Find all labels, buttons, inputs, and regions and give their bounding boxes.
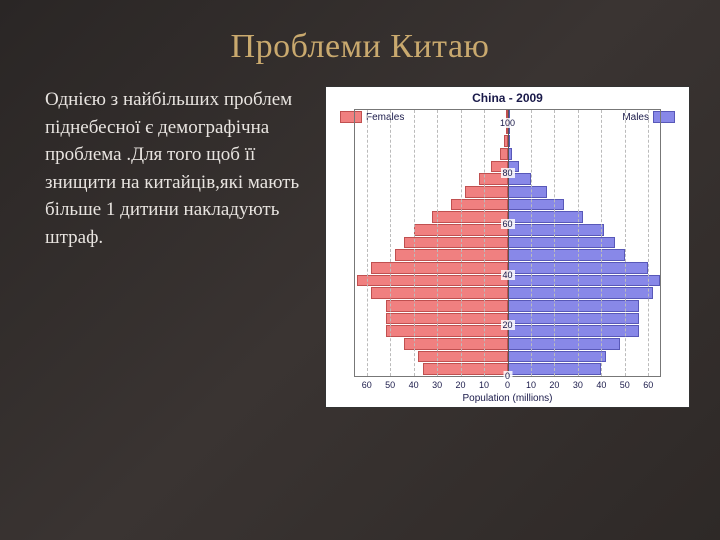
x-tick-label: 50 xyxy=(385,380,395,390)
x-tick-label: 40 xyxy=(409,380,419,390)
bar-male xyxy=(508,186,548,198)
bar-female xyxy=(395,249,508,261)
x-tick-label: 0 xyxy=(505,380,510,390)
bar-female xyxy=(404,338,507,350)
x-tick-label: 60 xyxy=(643,380,653,390)
x-tick-label: 30 xyxy=(573,380,583,390)
bar-female xyxy=(418,351,507,363)
bar-female xyxy=(423,363,507,375)
y-tick-label: 20 xyxy=(500,320,514,330)
gridline xyxy=(625,110,626,376)
x-tick-label: 10 xyxy=(479,380,489,390)
bar-female xyxy=(500,148,507,160)
bar-male xyxy=(508,325,639,337)
slide-title: Проблеми Китаю xyxy=(0,0,720,66)
x-tick-label: 30 xyxy=(432,380,442,390)
bar-male xyxy=(508,287,653,299)
y-tick-label: 60 xyxy=(500,219,514,229)
bar-male xyxy=(508,338,621,350)
bar-female xyxy=(386,325,508,337)
bar-male xyxy=(508,313,639,325)
bar-male xyxy=(508,224,604,236)
gridline xyxy=(484,110,485,376)
bar-female xyxy=(404,237,507,249)
bar-male xyxy=(508,351,607,363)
x-axis-title: Population (millions) xyxy=(326,393,689,404)
gridline xyxy=(414,110,415,376)
body-paragraph: Однією з найбільших проблем піднебесної … xyxy=(45,86,305,408)
x-tick-label: 20 xyxy=(549,380,559,390)
chart-title: China - 2009 xyxy=(326,87,689,107)
x-tick-label: 50 xyxy=(620,380,630,390)
y-tick-label: 80 xyxy=(500,168,514,178)
bar-female xyxy=(465,186,507,198)
bar-male xyxy=(508,249,625,261)
x-tick-label: 10 xyxy=(526,380,536,390)
bar-female xyxy=(386,313,508,325)
bar-female xyxy=(432,211,507,223)
gridline xyxy=(367,110,368,376)
gridline xyxy=(554,110,555,376)
gridline xyxy=(531,110,532,376)
bar-female xyxy=(386,300,508,312)
x-tick-label: 60 xyxy=(362,380,372,390)
bar-female xyxy=(371,287,507,299)
content-row: Однією з найбільших проблем піднебесної … xyxy=(0,66,720,408)
bar-male xyxy=(508,211,583,223)
center-axis xyxy=(508,110,509,376)
gridline xyxy=(648,110,649,376)
gridline xyxy=(437,110,438,376)
chart-plot-area: 0101020203030404050506060020406080100 xyxy=(354,109,661,377)
gridline xyxy=(578,110,579,376)
population-pyramid-chart: China - 2009 Females Males 0101020203030… xyxy=(325,86,690,408)
bar-male xyxy=(508,300,639,312)
y-tick-label: 40 xyxy=(500,270,514,280)
gridline xyxy=(390,110,391,376)
bar-male xyxy=(508,237,616,249)
gridline xyxy=(601,110,602,376)
y-tick-label: 0 xyxy=(503,371,512,381)
bar-female xyxy=(371,262,507,274)
x-tick-label: 40 xyxy=(596,380,606,390)
gridline xyxy=(461,110,462,376)
x-tick-label: 20 xyxy=(456,380,466,390)
y-tick-label: 100 xyxy=(498,118,517,128)
